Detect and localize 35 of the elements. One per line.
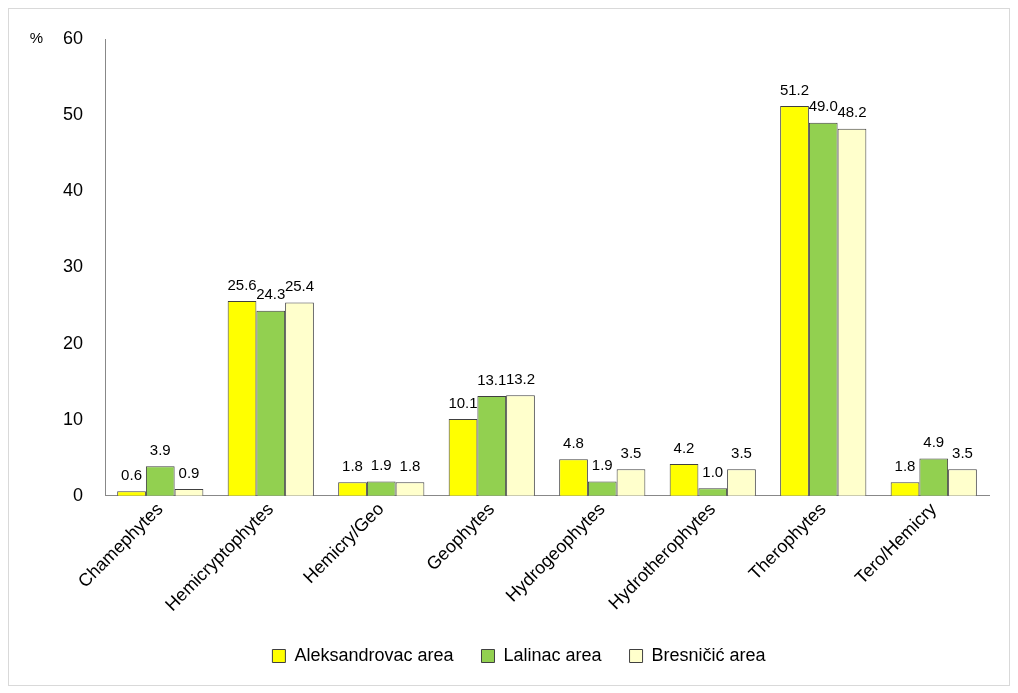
data-label: 1.9 — [591, 456, 613, 474]
data-label: 3.5 — [731, 443, 752, 461]
data-label: 25.4 — [284, 277, 315, 295]
data-label: 3.9 — [149, 440, 171, 458]
data-label: 4.2 — [673, 438, 695, 456]
data-label: 4.9 — [923, 433, 945, 451]
y-axis-title: % — [29, 29, 43, 47]
data-label: 1.9 — [370, 456, 392, 474]
y-tick-label: 40 — [62, 180, 84, 201]
data-label: 13.2 — [505, 370, 536, 387]
y-tick-label: 10 — [62, 408, 84, 429]
data-label: 3.5 — [620, 443, 642, 461]
legend-label: Lalinac area — [503, 644, 603, 665]
y-tick-label: 60 — [62, 27, 84, 48]
data-label: 48.2 — [837, 103, 867, 121]
data-label: 4.8 — [563, 433, 584, 451]
data-label: 3.5 — [952, 443, 973, 461]
data-label: 0.9 — [178, 463, 200, 481]
data-label: 0.6 — [121, 465, 142, 483]
data-label: 49.0 — [808, 97, 838, 115]
data-label: 13.1 — [477, 370, 507, 388]
data-label: 10.1 — [448, 393, 478, 411]
y-tick-label: 0 — [73, 484, 84, 505]
data-label: 1.8 — [342, 456, 363, 474]
y-tick-label: 50 — [62, 104, 84, 125]
y-tick-label: 20 — [62, 332, 84, 353]
data-label: 51.2 — [779, 80, 810, 98]
data-label: 25.6 — [227, 275, 257, 293]
data-label: 1.8 — [399, 456, 421, 474]
data-label: 1.8 — [894, 456, 916, 474]
data-label: 24.3 — [256, 285, 286, 303]
legend-label: Bresničić area — [651, 644, 767, 665]
data-label: 1.0 — [702, 462, 724, 480]
legend-label: Aleksandrovac area — [294, 644, 455, 665]
y-tick-label: 30 — [62, 256, 84, 277]
